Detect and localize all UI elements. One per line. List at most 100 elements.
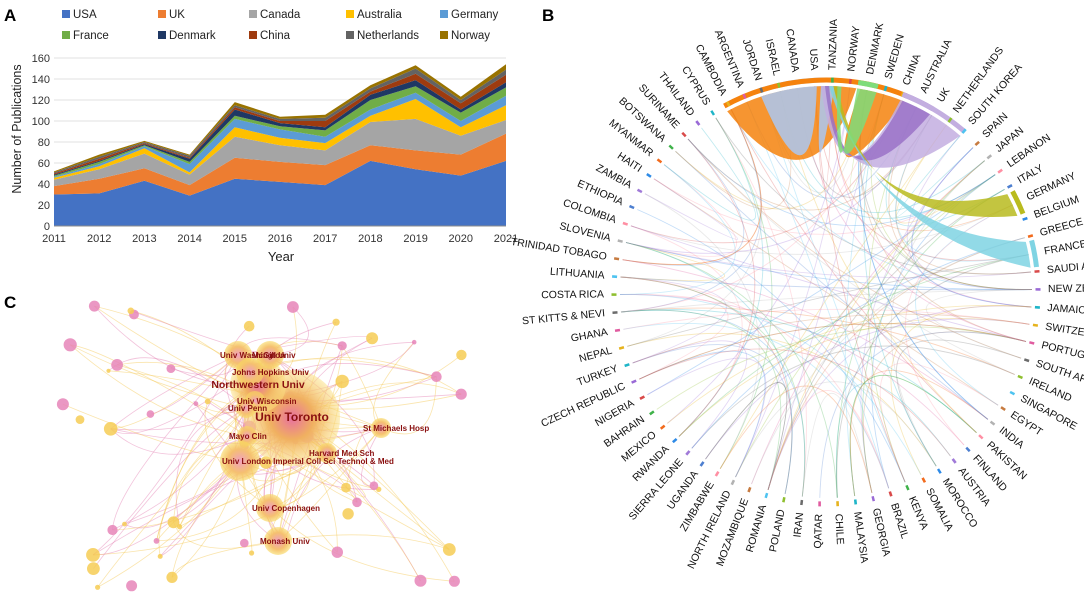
area-australia — [54, 99, 506, 180]
chord-link — [644, 178, 739, 240]
segment-colombia — [622, 221, 629, 226]
country-label-jamaica: JAMAICA — [1047, 302, 1084, 317]
ribbon-france — [829, 86, 1031, 268]
country-label-greece: GREECE — [1038, 216, 1084, 239]
y-tick-label: 80 — [38, 137, 50, 149]
chord-tick-marks — [611, 77, 1041, 507]
country-label-iran: IRAN — [791, 512, 806, 538]
chord-link — [801, 392, 873, 497]
chord-link — [895, 135, 974, 218]
legend-label-uk: UK — [169, 9, 185, 21]
chord-link — [849, 370, 989, 497]
chord-link — [705, 318, 1030, 460]
segment-egypt — [1000, 406, 1006, 411]
chord-link — [735, 87, 851, 478]
chord-major-ribbons — [727, 86, 1031, 268]
chord-link — [656, 326, 1027, 410]
segment-georgia — [871, 495, 876, 502]
chord-link — [620, 276, 793, 494]
network-edge — [173, 522, 279, 549]
segment-slovenia — [617, 239, 623, 243]
chord-link — [620, 276, 806, 497]
network-node-minor — [107, 524, 118, 536]
panel-a: A USA UK Canada Australia Germany France Denma… — [4, 6, 518, 264]
network-label-univ-copenhagen: Univ Copenhagen — [252, 504, 320, 513]
chord-link — [622, 259, 989, 420]
x-tick-label: 2015 — [223, 233, 247, 245]
network-node-minor — [369, 481, 379, 491]
segment-zambia — [636, 188, 643, 194]
chord-link — [730, 108, 1033, 290]
network-label-univ-london-imperial-coll-sci-technol-med: Univ London Imperial Coll Sci Technol & … — [222, 457, 394, 466]
legend-label-netherlands: Netherlands — [357, 30, 419, 42]
network-node-harvard-med-sch — [317, 443, 337, 463]
chord-link — [904, 204, 1013, 446]
chord-link — [767, 94, 885, 490]
segment-zimbabwe — [714, 471, 720, 477]
chord-link — [622, 108, 762, 265]
segment-north-ireland — [730, 479, 736, 486]
x-tick-label: 2018 — [358, 233, 382, 245]
legend-swatch-uk — [158, 10, 166, 18]
segment-brazil — [888, 491, 893, 497]
chord-link — [691, 345, 1015, 449]
ribbon-germany — [833, 86, 1018, 218]
segment-bahrain — [649, 410, 655, 416]
segment-sierra-leone — [685, 450, 691, 456]
segment-spain — [974, 140, 980, 147]
legend-label-norway: Norway — [451, 30, 490, 42]
segment-romania — [764, 492, 769, 499]
network-edge — [150, 354, 239, 415]
chord-link — [620, 307, 1015, 375]
chord-link — [675, 150, 989, 420]
chord-link — [705, 382, 788, 490]
country-label-new-zealand: NEW ZEALAND — [1048, 282, 1084, 295]
network-edge — [326, 452, 450, 550]
network-label-univ-washington: Univ Washington — [220, 351, 285, 360]
x-tick-label: 2011 — [42, 233, 66, 245]
network-edge — [326, 452, 366, 498]
chord-link — [622, 138, 745, 266]
chart-a-y-ticks: 0 20 40 60 80 100 120 140 160 — [32, 53, 50, 233]
chord-link — [767, 390, 890, 490]
area-uk — [54, 133, 506, 196]
segment-greece — [1027, 234, 1034, 238]
network-edge — [112, 452, 328, 531]
chord-link — [625, 242, 838, 498]
network-node-mcgill-univ — [256, 341, 284, 369]
network-node-minor — [88, 300, 100, 312]
network-edge — [110, 428, 248, 455]
segment-uk — [901, 91, 966, 134]
network-edge — [110, 354, 239, 430]
network-edge — [69, 344, 248, 437]
chord-link — [767, 160, 985, 490]
area-france — [54, 86, 506, 177]
network-node-minor — [106, 368, 111, 373]
chord-link — [849, 374, 977, 497]
legend-swatch-denmark — [158, 31, 166, 39]
network-edge — [97, 407, 247, 588]
chord-link — [705, 382, 788, 490]
chord-link — [896, 124, 996, 224]
segment-india — [989, 420, 996, 426]
country-label-qatar: QATAR — [812, 513, 825, 548]
network-node-minor — [166, 571, 178, 584]
network-node-minor — [167, 516, 180, 529]
chord-link — [637, 209, 906, 483]
chord-link — [620, 309, 806, 497]
chord-link — [678, 317, 1030, 437]
network-node-minor — [287, 301, 299, 313]
chord-link — [625, 242, 793, 494]
panel-a-letter: A — [4, 6, 16, 25]
network-node-minor — [331, 546, 343, 558]
country-label-australia: AUSTRALIA — [918, 37, 954, 95]
network-edge — [171, 540, 279, 578]
segment-portugal — [1029, 341, 1035, 345]
country-label-chile: CHILE — [832, 513, 846, 545]
country-label-georgia: GEORGIA — [870, 507, 893, 557]
segment-kenya — [905, 484, 910, 491]
chord-link — [678, 138, 756, 437]
chord-link — [915, 204, 1013, 406]
y-tick-label: 100 — [32, 116, 50, 128]
network-edge — [225, 325, 250, 437]
